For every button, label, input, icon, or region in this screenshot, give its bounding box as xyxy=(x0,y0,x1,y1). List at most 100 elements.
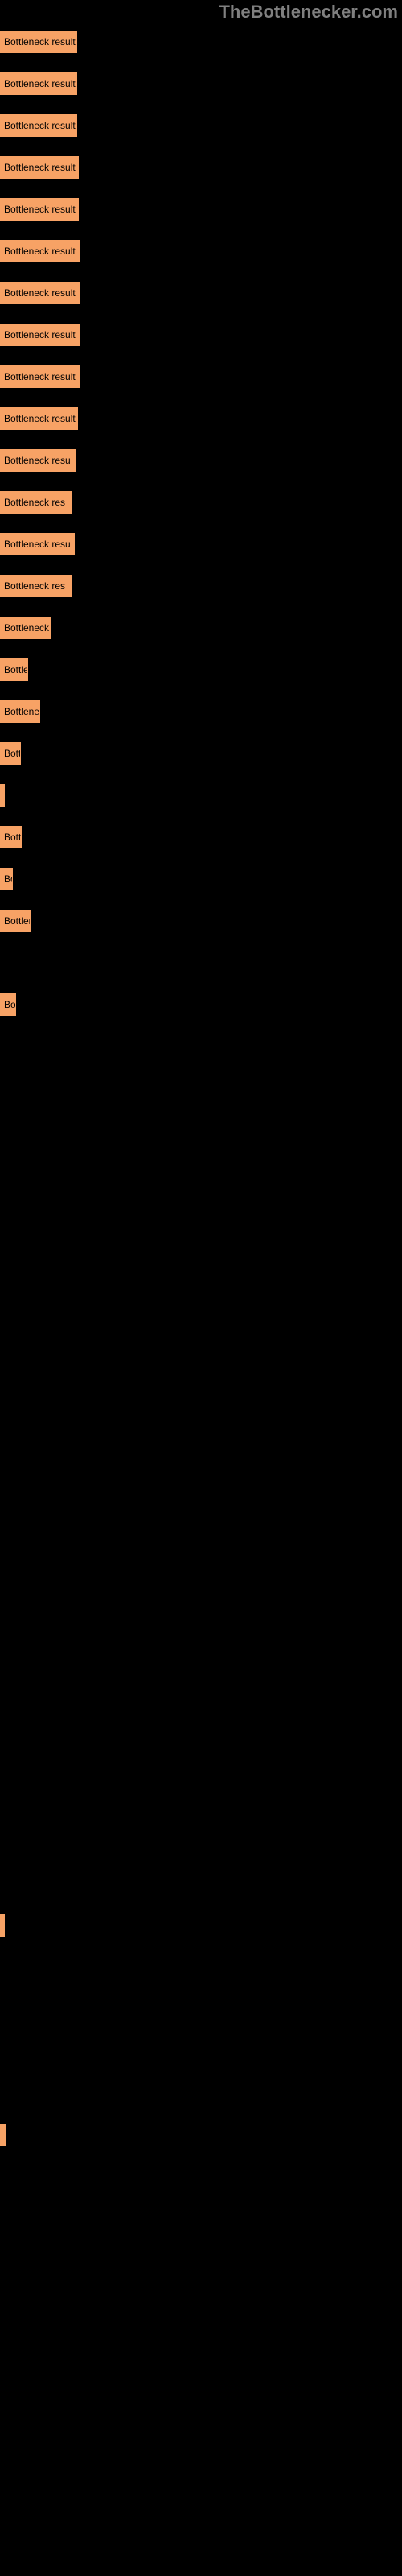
bar-row xyxy=(0,2040,402,2062)
bar-row: Bottleneck result xyxy=(0,365,402,388)
bar-row xyxy=(0,1998,402,2021)
bar-row xyxy=(0,1077,402,1100)
chart-bar: Bottle xyxy=(0,658,28,681)
bar-row xyxy=(0,1789,402,1811)
bar-row: Bottleneck xyxy=(0,617,402,639)
bar-label: Bottleneck result xyxy=(4,78,76,89)
bar-label: Bottleneck result xyxy=(4,371,76,382)
bar-row xyxy=(0,1872,402,1895)
bar-row xyxy=(0,1831,402,1853)
chart-bar: Bottleneck result xyxy=(0,365,80,388)
bar-row: Bottleneck result xyxy=(0,198,402,221)
bar-row xyxy=(0,1328,402,1351)
bar-row: Bottlen xyxy=(0,910,402,932)
bar-label: Bottleneck resu xyxy=(4,455,71,466)
bar-label: Bottleneck xyxy=(4,622,49,634)
bar-label: Bot xyxy=(4,999,16,1010)
bar-label: Bottle xyxy=(4,664,28,675)
bar-row: Bottleneck result xyxy=(0,324,402,346)
bar-row xyxy=(0,1579,402,1602)
bar-row xyxy=(0,1956,402,1979)
bar-row: Bo xyxy=(0,868,402,890)
bar-label: Bottleneck result xyxy=(4,120,76,131)
bar-row: Bottleneck result xyxy=(0,72,402,95)
chart-bar: Bottleneck result xyxy=(0,156,79,179)
bar-row xyxy=(0,1203,402,1225)
bar-row xyxy=(0,1035,402,1058)
bar-label: Bottleneck res xyxy=(4,497,65,508)
bar-row: Bott xyxy=(0,742,402,765)
bar-label: Bottleneck result xyxy=(4,329,76,341)
chart-bar: Bottleneck result xyxy=(0,198,79,221)
bar-row xyxy=(0,1747,402,1769)
bar-row xyxy=(0,784,402,807)
chart-bar: Bottleneck res xyxy=(0,575,72,597)
bar-row: Bottle xyxy=(0,658,402,681)
chart-bar: Bottleneck result xyxy=(0,282,80,304)
bar-row xyxy=(0,1412,402,1435)
bar-label: Bottlen xyxy=(4,915,31,927)
chart-bar: Bottleneck result xyxy=(0,407,78,430)
bar-row xyxy=(0,1286,402,1309)
bar-row: Bottleneck result xyxy=(0,407,402,430)
bar-row: Bottleneck resu xyxy=(0,533,402,555)
bar-row: Bottlenec xyxy=(0,700,402,723)
bar-row xyxy=(0,1496,402,1518)
bar-row xyxy=(0,1914,402,1937)
chart-bar xyxy=(0,784,5,807)
bar-row xyxy=(0,1370,402,1393)
chart-bar: Bott xyxy=(0,742,21,765)
bar-label: Bottleneck result xyxy=(4,162,76,173)
bar-row xyxy=(0,2124,402,2146)
chart-bar: Bottleneck xyxy=(0,617,51,639)
bar-chart: Bottleneck result Bottleneck result Bottle… xyxy=(0,31,402,2182)
bar-row xyxy=(0,1705,402,1728)
bar-row: Bottleneck result xyxy=(0,240,402,262)
bar-row: Bottleneck result xyxy=(0,156,402,179)
chart-bar: Bottleneck resu xyxy=(0,533,75,555)
bar-label: Bottleneck result xyxy=(4,287,76,299)
bar-row xyxy=(0,1621,402,1644)
bar-row xyxy=(0,952,402,974)
bar-row xyxy=(0,1161,402,1183)
header-logo: TheBottlenecker.com xyxy=(0,2,402,31)
chart-bar xyxy=(0,1914,5,1937)
chart-bar: Bo xyxy=(0,868,13,890)
bar-label: Bottlenec xyxy=(4,706,40,717)
bar-label: Bo xyxy=(4,873,13,885)
bar-row: Bot xyxy=(0,993,402,1016)
chart-bar: Bottleneck res xyxy=(0,491,72,514)
bar-label: Bottleneck resu xyxy=(4,539,71,550)
bar-label: Bottleneck result xyxy=(4,36,76,47)
bar-label: Bottleneck result xyxy=(4,204,76,215)
bar-row xyxy=(0,2082,402,2104)
bar-row: Bottleneck result xyxy=(0,114,402,137)
bar-row: Bottleneck result xyxy=(0,31,402,53)
bar-label: Bottleneck result xyxy=(4,246,76,257)
chart-bar: Bottleneck resu xyxy=(0,449,76,472)
chart-bar: Bottleneck result xyxy=(0,240,80,262)
bar-row: Bottleneck res xyxy=(0,491,402,514)
bar-label: Bott xyxy=(4,832,21,843)
chart-bar: Bot xyxy=(0,993,16,1016)
bar-label: Bottleneck result xyxy=(4,413,76,424)
chart-bar: Bottleneck result xyxy=(0,72,77,95)
bar-label: Bottleneck res xyxy=(4,580,65,592)
bar-row xyxy=(0,1454,402,1476)
bar-row: Bottleneck res xyxy=(0,575,402,597)
chart-bar: Bott xyxy=(0,826,22,848)
bar-row xyxy=(0,1245,402,1267)
chart-bar: Bottleneck result xyxy=(0,31,77,53)
chart-bar: Bottleneck result xyxy=(0,324,80,346)
logo-text: TheBottlenecker.com xyxy=(219,2,398,22)
chart-bar: Bottlen xyxy=(0,910,31,932)
bar-row xyxy=(0,1119,402,1141)
chart-bar: Bottleneck result xyxy=(0,114,77,137)
bar-row xyxy=(0,1538,402,1560)
bar-row: Bott xyxy=(0,826,402,848)
bar-row: Bottleneck result xyxy=(0,282,402,304)
bar-row: Bottleneck resu xyxy=(0,449,402,472)
chart-bar xyxy=(0,2124,6,2146)
chart-bar: Bottlenec xyxy=(0,700,40,723)
bar-label: Bott xyxy=(4,748,21,759)
